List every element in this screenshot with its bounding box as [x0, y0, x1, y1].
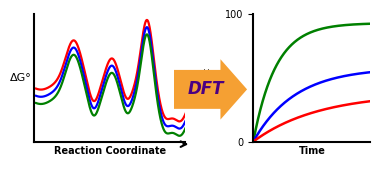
- Y-axis label: Conc
(%): Conc (%): [203, 67, 222, 89]
- Text: DFT: DFT: [187, 80, 224, 98]
- X-axis label: Time: Time: [298, 146, 325, 156]
- Y-axis label: ΔG°: ΔG°: [9, 73, 31, 83]
- X-axis label: Reaction Coordinate: Reaction Coordinate: [54, 146, 166, 156]
- FancyArrow shape: [174, 59, 247, 120]
